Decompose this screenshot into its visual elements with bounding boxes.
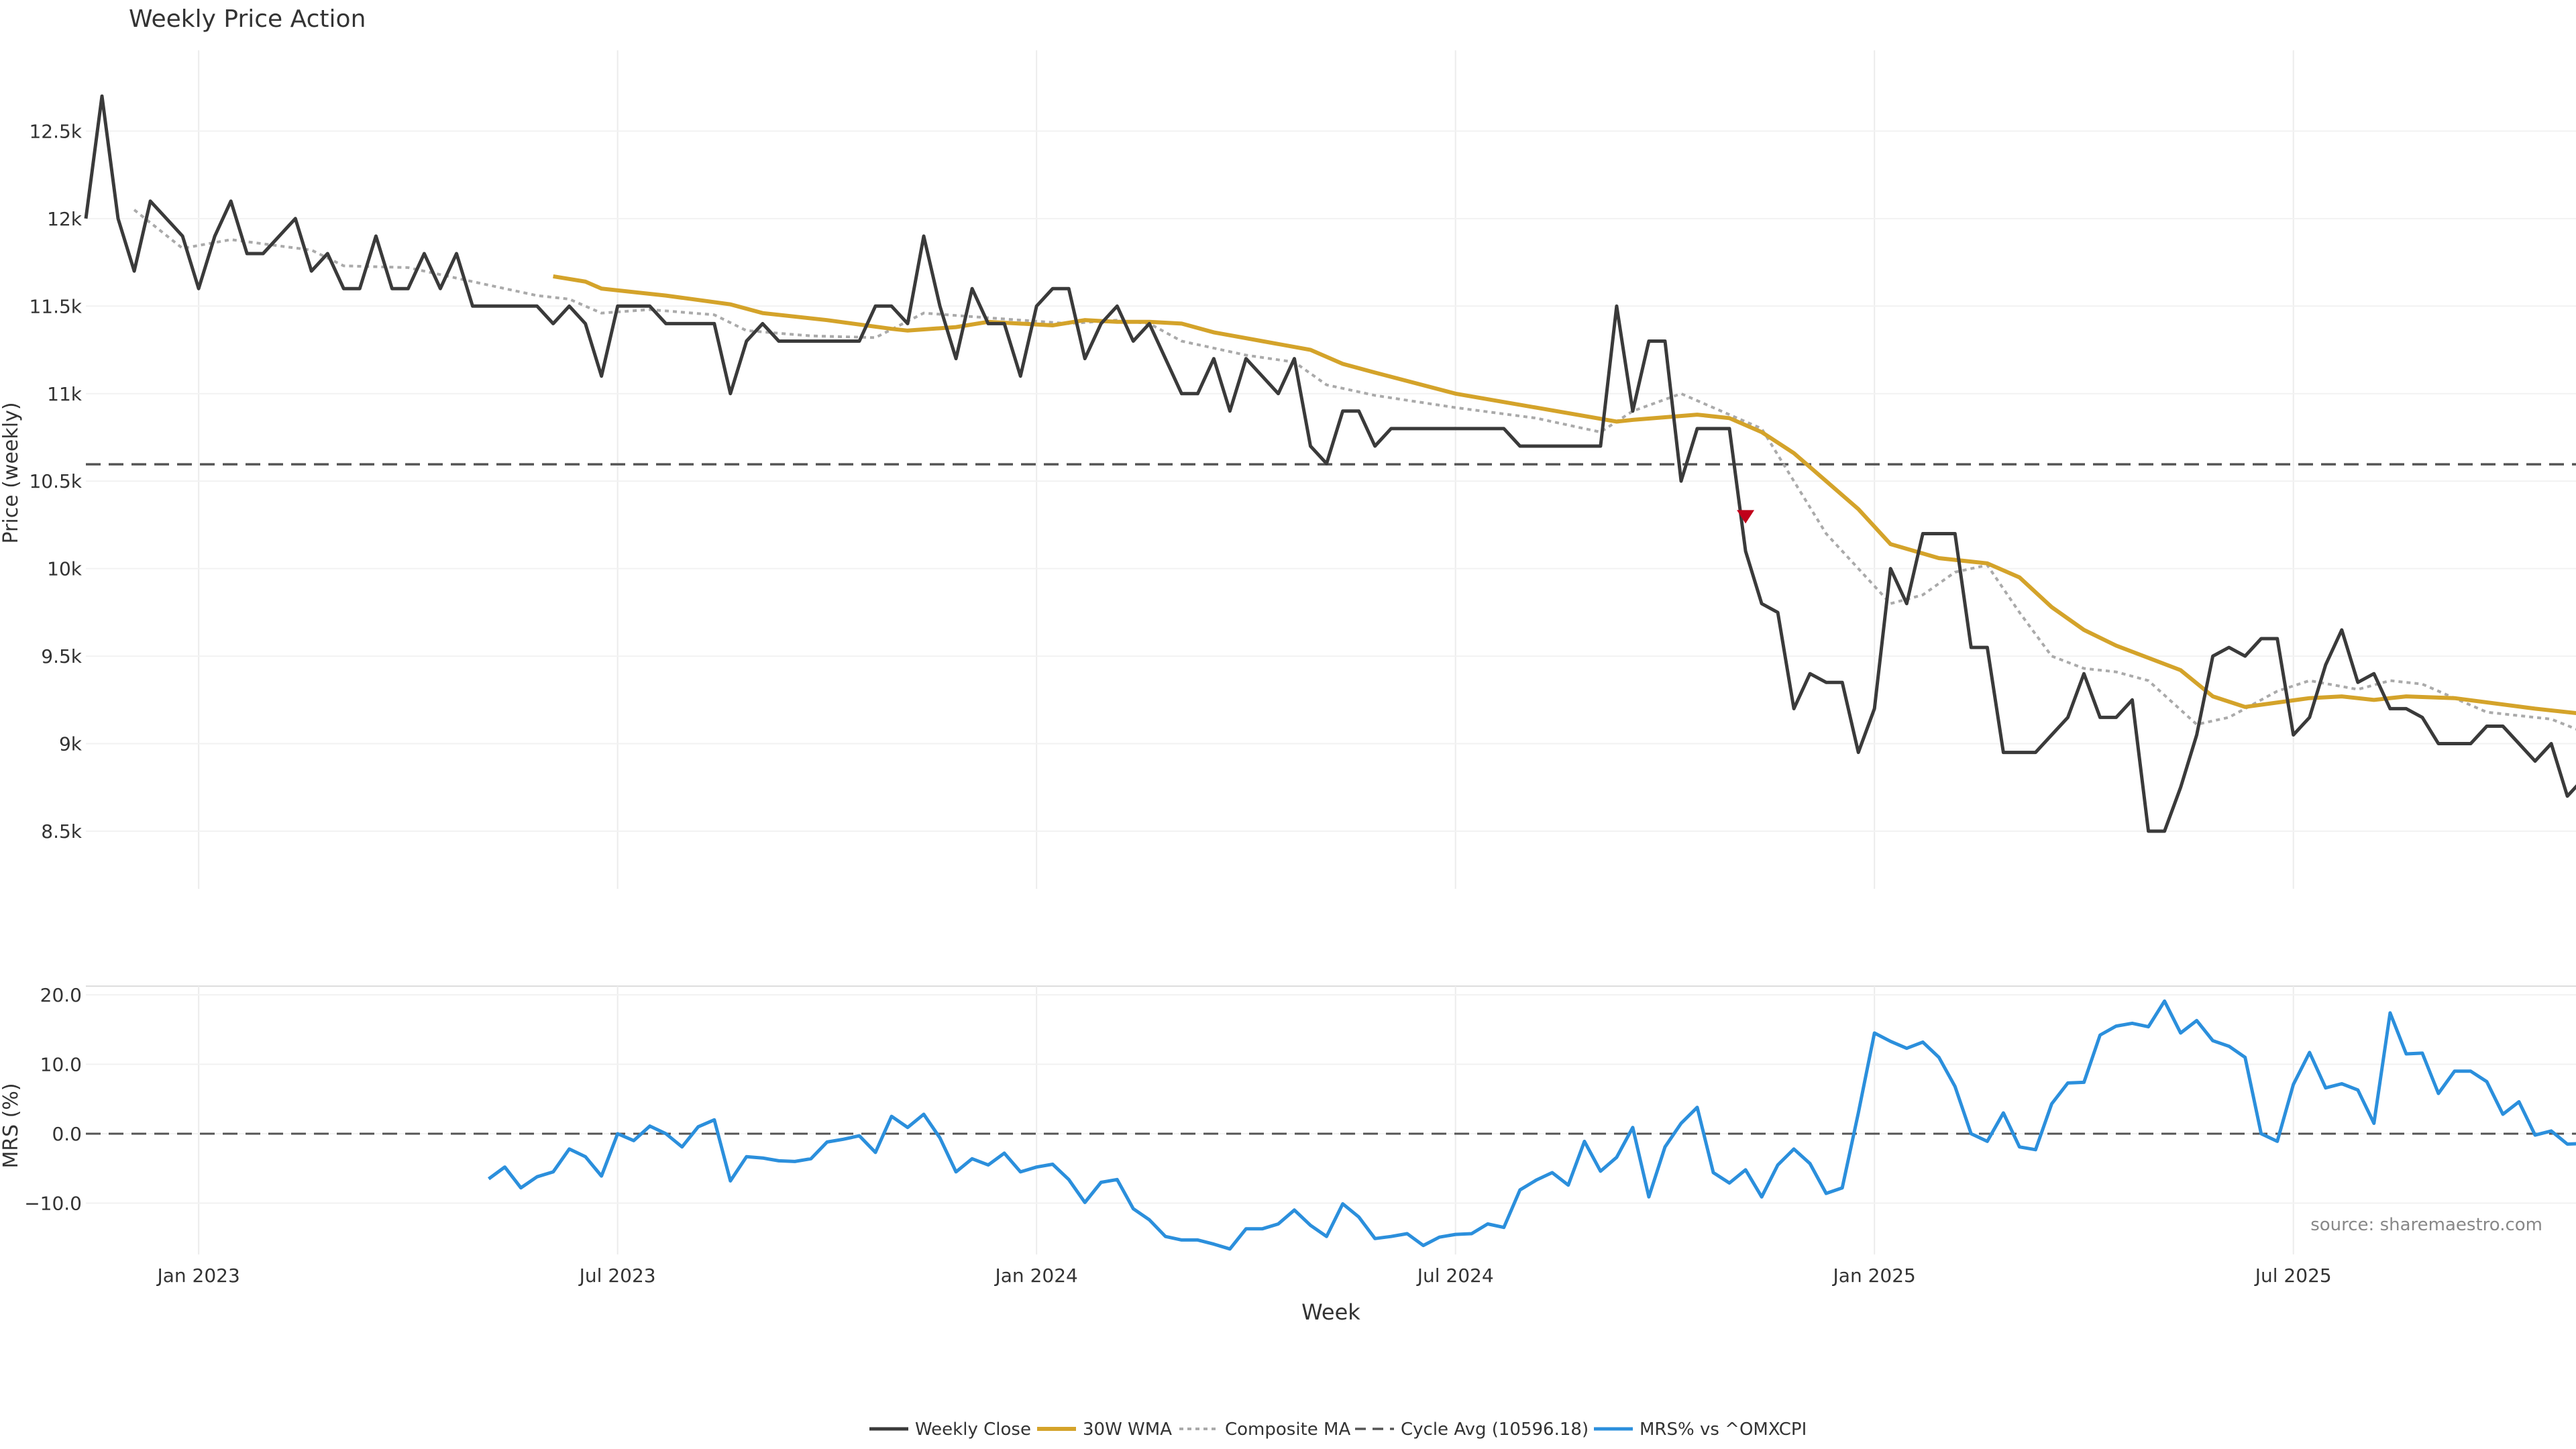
price-y-tick-label: 9.5k [41,645,83,667]
wma-30w-line [553,274,2576,716]
x-axis-ticks: Jan 2023 Jul 2023 Jan 2024 Jul 2024 Jan 2025… [156,1265,2331,1287]
mrs-y-tick-label: 10.0 [40,1054,82,1076]
mrs-y-axis-label: MRS (%) [0,1083,23,1168]
legend-label: Weekly Close [915,1419,1031,1440]
x-tick-label: Jan 2025 [1832,1265,1916,1287]
price-y-tick-label: 11.5k [29,295,82,317]
mrs-y-tick-label: 0.0 [52,1123,82,1145]
x-tick-label: Jan 2023 [156,1265,239,1287]
x-axis-label: Week [1301,1299,1360,1325]
price-y-tick-label: 10k [47,558,83,580]
price-y-axis-label: Price (weekly) [0,402,23,543]
legend-label: Composite MA [1225,1419,1350,1440]
price-panel: 8.5k 9k 9.5k 10k 10.5k 11k 11.5k 12k 12.5k Price… [0,50,2576,889]
chart-title: Weekly Price Action [129,5,366,33]
x-tick-label: Jan 2024 [994,1265,1078,1287]
price-y-tick-label: 12.5k [29,120,82,142]
legend-entry: Composite MA [1179,1419,1350,1440]
source-note: source: sharemaestro.com [2310,1215,2542,1235]
price-y-ticks: 8.5k 9k 9.5k 10k 10.5k 11k 11.5k 12k 12.5k [29,120,82,843]
signal-marker [1737,510,1755,524]
legend-label: Cycle Avg (10596.18) [1401,1419,1589,1440]
legend-label: 30W WMA [1083,1419,1172,1440]
legend-entry: Weekly Close [869,1419,1031,1440]
price-gridlines [86,50,2576,889]
composite-ma-line [133,209,2576,731]
legend-entry: Cycle Avg (10596.18) [1355,1419,1589,1440]
price-y-tick-label: 10.5k [29,470,82,492]
x-tick-label: Jul 2024 [1416,1265,1494,1287]
legend-label: MRS% vs ^OMXCPI [1640,1419,1807,1440]
price-y-tick-label: 12k [47,208,83,230]
mrs-y-tick-label: −10.0 [24,1193,82,1215]
legend: Weekly Close 30W WMA Composite MA Cycle Avg… [869,1419,1807,1440]
x-tick-label: Jul 2023 [578,1265,656,1287]
mrs-y-tick-label: 20.0 [40,984,82,1006]
price-y-tick-label: 9k [59,733,83,755]
weekly-close-line [84,94,2576,833]
price-y-tick-label: 8.5k [41,820,83,843]
price-y-tick-label: 11k [47,383,83,405]
legend-entry: 30W WMA [1037,1419,1172,1440]
legend-entry: MRS% vs ^OMXCPI [1594,1419,1807,1440]
x-tick-label: Jul 2025 [2254,1265,2332,1287]
mrs-y-ticks: −10.0 0.0 10.0 20.0 [24,984,82,1215]
mrs-panel: −10.0 0.0 10.0 20.0 MRS (%) source: sharema… [0,984,2576,1254]
mrs-line [488,999,2576,1251]
